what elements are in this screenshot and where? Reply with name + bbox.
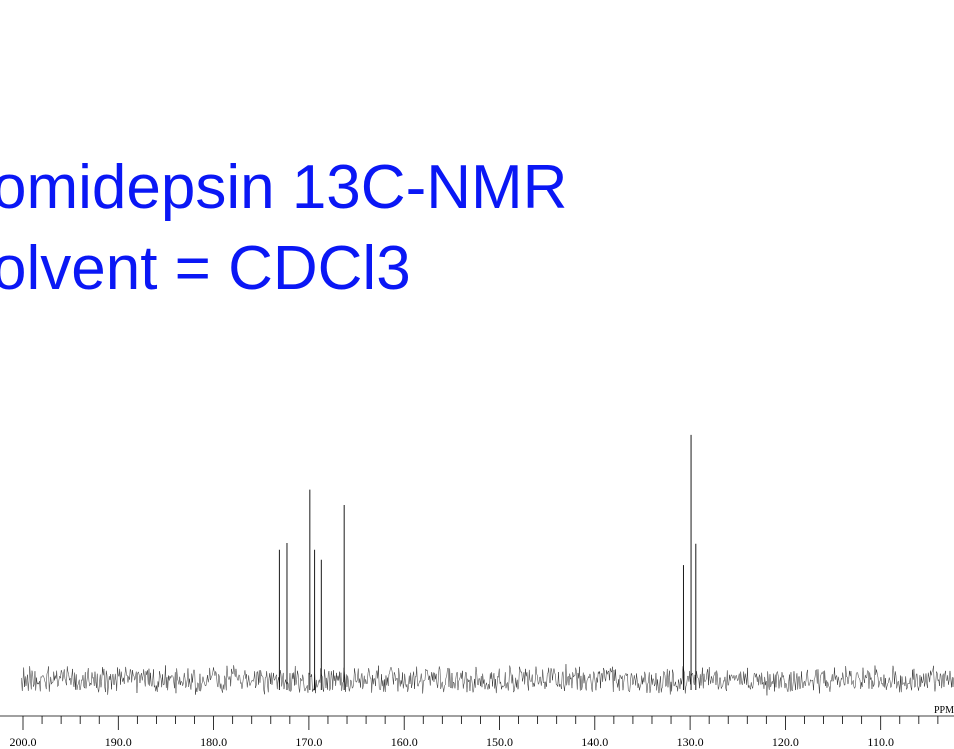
tick-label-120: 120.0 bbox=[772, 735, 799, 749]
peak-series bbox=[278, 434, 697, 690]
tick-label-170: 170.0 bbox=[295, 735, 322, 749]
tick-label-110: 110.0 bbox=[867, 735, 894, 749]
x-axis-tick-labels: 200.0 190.0 180.0 170.0 160.0 150.0 140.0 130.0… bbox=[10, 735, 894, 749]
tick-label-150: 150.0 bbox=[486, 735, 513, 749]
x-axis-ticks bbox=[22, 716, 939, 730]
tick-label-130: 130.0 bbox=[677, 735, 704, 749]
tick-label-190: 190.0 bbox=[105, 735, 132, 749]
baseline-noise bbox=[21, 664, 954, 696]
baseline-noise-trace bbox=[21, 664, 954, 696]
chart-title-line-2: olvent = CDCl3 bbox=[0, 234, 411, 303]
tick-label-160: 160.0 bbox=[391, 735, 418, 749]
tick-label-180: 180.0 bbox=[200, 735, 227, 749]
chart-title-line-1: omidepsin 13C-NMR bbox=[0, 153, 567, 222]
tick-label-200: 200.0 bbox=[10, 735, 37, 749]
x-axis-label: PPM bbox=[934, 705, 954, 716]
tick-label-140: 140.0 bbox=[581, 735, 608, 749]
